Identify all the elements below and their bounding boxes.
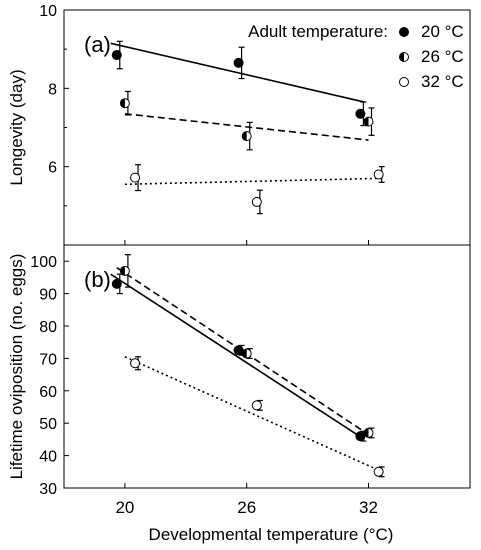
data-point-open [373, 466, 384, 477]
y-tick-label: 40 [39, 449, 57, 466]
panel-a: 6 8 10 Longevity (day) (a) Adult temperature:… [7, 3, 471, 246]
data-point-open [373, 169, 384, 180]
y-tick-label: 100 [30, 254, 57, 271]
trend-line-solid [110, 273, 365, 441]
data-point-open [130, 358, 141, 369]
data-point-open [251, 400, 262, 411]
y-axis-label: Lifetime oviposition (no. eggs) [7, 254, 26, 480]
legend-entry: 26 °C [421, 47, 464, 66]
legend-marker-open [399, 77, 409, 87]
x-tick-label: 20 [115, 498, 134, 517]
legend-title: Adult temperature: [248, 22, 388, 41]
data-point-half-fill [364, 117, 369, 127]
y-tick-label: 50 [39, 416, 57, 433]
data-point-half-fill [242, 131, 247, 141]
y-tick-label: 80 [39, 319, 57, 336]
data-point-filled [355, 108, 366, 119]
legend-marker-half-fill [399, 52, 404, 62]
x-tick-label: 26 [237, 498, 256, 517]
x-axis-label: Developmental temperature (°C) [149, 525, 394, 544]
y-tick-label: 8 [48, 81, 57, 98]
y-tick-label: 60 [39, 384, 57, 401]
y-axis-label: Longevity (day) [7, 69, 26, 185]
legend-marker-filled [399, 27, 409, 37]
legend-entry: 20 °C [421, 22, 464, 41]
data-point-half-fill [120, 266, 125, 276]
data-point-half-fill [120, 98, 125, 108]
trend-line-dashed [116, 267, 369, 436]
data-point-open [251, 196, 262, 207]
x-tick-label: 32 [359, 498, 378, 517]
y-tick-label: 6 [48, 160, 57, 177]
y-tick-label: 30 [39, 481, 57, 498]
y-tick-label: 90 [39, 287, 57, 304]
y-tick-label: 10 [39, 3, 57, 20]
trend-line-dashed [124, 112, 369, 141]
data-point-half-fill [364, 428, 369, 438]
legend-entry: 32 °C [421, 72, 464, 91]
plot-frame [63, 244, 471, 489]
data-point-half-fill [242, 349, 247, 359]
data-point-filled [233, 57, 244, 68]
y-tick-label: 70 [39, 351, 57, 368]
data-point-filled [111, 278, 122, 289]
panel-label: (a) [84, 32, 111, 57]
panel-b: 30 40 50 60 70 80 90 100 20 26 32 Lifetime oviposit… [7, 244, 471, 544]
plot-frame [63, 9, 471, 246]
trend-line-dotted [124, 356, 379, 471]
trend-line-dotted [124, 177, 379, 186]
data-point-open [130, 172, 141, 183]
panel-label: (b) [84, 267, 111, 292]
data-point-filled [111, 50, 122, 61]
trend-line-solid [110, 42, 365, 103]
